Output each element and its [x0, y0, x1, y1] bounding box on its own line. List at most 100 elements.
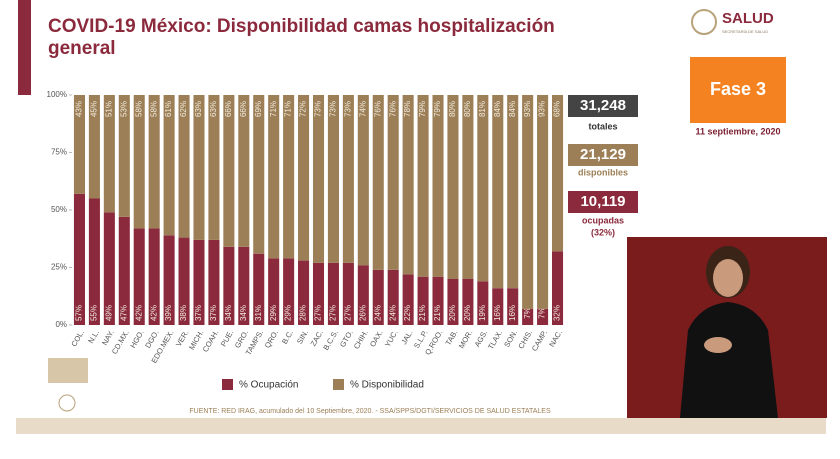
bar-segment — [522, 95, 534, 309]
value-label: 66% — [239, 101, 248, 117]
interpreter-video — [627, 237, 827, 418]
value-label: 63% — [194, 101, 203, 117]
bar-segment — [193, 239, 205, 325]
value-label: 7% — [523, 307, 532, 319]
value-label: 80% — [448, 101, 457, 117]
logo-subtext: SECRETARÍA DE SALUD — [722, 29, 768, 34]
value-label: 29% — [284, 305, 293, 321]
bar-segment — [283, 95, 295, 259]
value-label: 93% — [523, 101, 532, 117]
legend-label: % Ocupación — [239, 380, 298, 391]
value-label: 81% — [478, 101, 487, 117]
phase-box — [690, 57, 786, 123]
bottom-left-emblem — [48, 358, 88, 412]
value-label: 42% — [134, 305, 143, 321]
value-label: 16% — [493, 305, 502, 321]
bar-segment — [178, 237, 190, 325]
value-label: 79% — [418, 101, 427, 117]
value-label: 84% — [508, 101, 517, 117]
bar-segment — [208, 95, 220, 240]
value-label: 37% — [194, 305, 203, 321]
value-label: 93% — [538, 101, 547, 117]
value-label: 58% — [134, 101, 143, 117]
value-label: 47% — [119, 305, 128, 321]
legend-label: % Disponibilidad — [350, 380, 424, 391]
bar-segment — [462, 95, 474, 279]
y-tick-label: 100% — [47, 90, 67, 99]
value-label: 68% — [553, 101, 562, 117]
bar-segment — [103, 95, 115, 213]
bar-segment — [537, 308, 549, 325]
bar-segment — [492, 95, 504, 289]
value-label: 71% — [284, 101, 293, 117]
bar-segment — [447, 279, 459, 325]
value-label: 20% — [448, 305, 457, 321]
available-box — [568, 144, 638, 166]
available-label: disponibles — [578, 167, 628, 177]
value-label: 24% — [373, 305, 382, 321]
bar-segment — [238, 246, 250, 325]
legend-swatch — [333, 379, 344, 390]
bar-segment — [327, 95, 339, 263]
value-label: 63% — [209, 101, 218, 117]
y-tick-label: 25% — [51, 263, 67, 272]
bar-segment — [253, 253, 265, 325]
bar-segment — [417, 276, 429, 325]
bar-segment — [477, 281, 489, 325]
bottom-band — [16, 418, 826, 434]
occupied-label: ocupadas — [582, 215, 624, 225]
value-label: 37% — [209, 305, 218, 321]
bar-segment — [342, 262, 354, 325]
value-label: 27% — [329, 305, 338, 321]
value-label: 28% — [299, 305, 308, 321]
total-box — [568, 95, 638, 117]
bar-segment — [223, 246, 235, 325]
bar-segment — [417, 95, 429, 277]
bar-segment — [73, 193, 85, 325]
bar-segment — [432, 95, 444, 277]
value-label: 26% — [358, 305, 367, 321]
bar-segment — [552, 251, 564, 325]
value-label: 19% — [478, 305, 487, 321]
value-label: 62% — [179, 101, 188, 117]
bar-segment — [163, 95, 175, 236]
bar-segment — [312, 262, 325, 325]
value-label: 49% — [104, 305, 113, 321]
bar-segment — [357, 95, 369, 266]
value-label: 66% — [224, 101, 233, 117]
bar-segment — [372, 95, 384, 270]
value-label: 42% — [149, 305, 158, 321]
bar-segment — [477, 95, 489, 282]
value-label: 55% — [90, 305, 99, 321]
value-label: 71% — [269, 101, 278, 117]
logo-text: SALUD — [722, 10, 774, 27]
bar-segment — [507, 95, 519, 289]
value-label: 29% — [269, 305, 278, 321]
bar-segment — [537, 95, 549, 309]
value-label: 76% — [388, 101, 397, 117]
bar-segment — [148, 228, 160, 325]
value-label: 16% — [508, 305, 517, 321]
value-label: 51% — [104, 101, 113, 117]
bar-segment — [492, 288, 504, 325]
value-label: 34% — [239, 305, 248, 321]
bar-segment — [298, 260, 310, 325]
value-label: 84% — [493, 101, 502, 117]
value-label: 74% — [358, 101, 367, 117]
value-label: 78% — [403, 101, 412, 117]
total-label: totales — [588, 121, 617, 131]
y-tick-label: 50% — [51, 205, 67, 214]
legend-swatch — [222, 379, 233, 390]
logo-emblem — [691, 9, 717, 35]
bar-segment — [342, 95, 354, 263]
bar-segment — [283, 258, 295, 325]
bar-segment — [552, 95, 564, 252]
value-label: 72% — [299, 101, 308, 117]
value-label: 57% — [75, 305, 84, 321]
value-label: 76% — [373, 101, 382, 117]
bar-segment — [387, 95, 399, 270]
value-label: 45% — [90, 101, 99, 117]
bar-segment — [88, 198, 100, 325]
value-label: 79% — [433, 101, 442, 117]
